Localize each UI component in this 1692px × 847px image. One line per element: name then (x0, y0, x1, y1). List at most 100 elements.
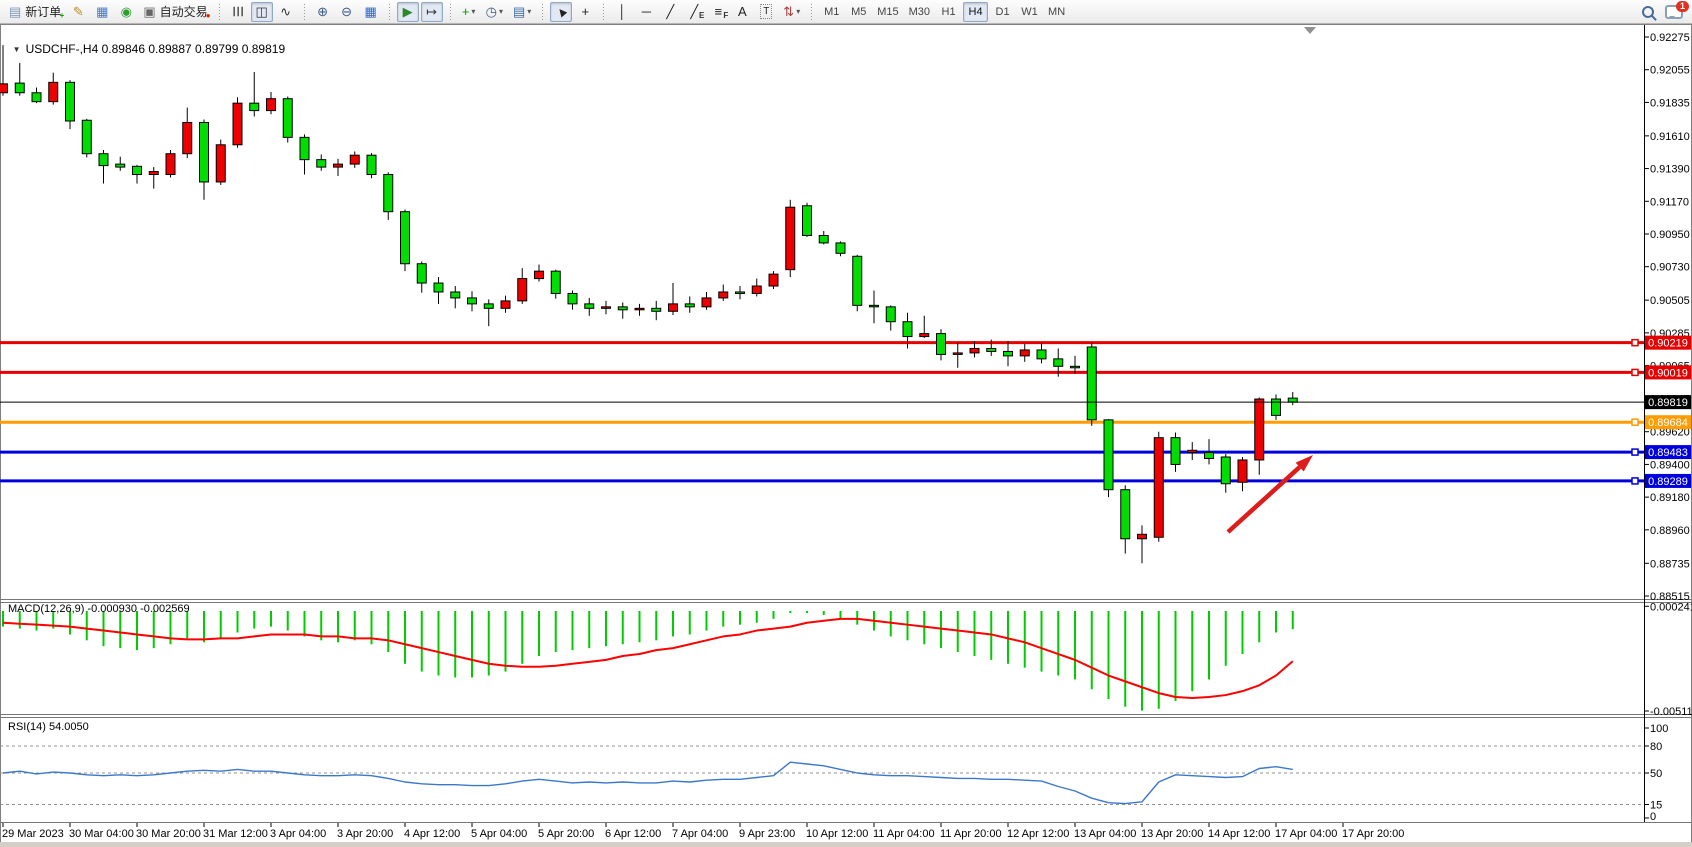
notifications-button[interactable]: 1 (1661, 0, 1689, 22)
tile-windows-icon[interactable]: ▦ (360, 2, 382, 22)
text-label-icon[interactable]: T (755, 2, 777, 22)
candle (1187, 449, 1198, 454)
periods-button[interactable]: ◷ ▾ (482, 2, 507, 22)
candle (718, 291, 729, 299)
price-tick-label: 0.89180 (1650, 492, 1690, 504)
trendline-icon[interactable]: ╱ (659, 2, 681, 22)
candle (333, 163, 343, 168)
timeframe-mn[interactable]: MN (1044, 2, 1069, 22)
candle (852, 255, 863, 306)
price-tick-label: 0.88515 (1650, 591, 1690, 603)
vertical-line-icon: │ (618, 4, 627, 19)
rsi-tick-label: 80 (1650, 741, 1662, 753)
signal-icon[interactable]: ◉ (115, 2, 137, 22)
price-tick-label: 0.88960 (1650, 525, 1690, 537)
time-tick-label: 5 Apr 04:00 (471, 828, 527, 840)
quill-icon[interactable]: ✎ (67, 2, 89, 22)
equidistant-channel-icon: ╱ (690, 4, 699, 19)
line-chart-icon: ∿ (280, 4, 292, 19)
timeframe-m1[interactable]: M1 (819, 2, 844, 22)
line-handle[interactable] (1631, 477, 1639, 485)
cursor-icon[interactable]: ▲ (550, 1, 573, 22)
chevron-down-icon: ▾ (527, 7, 532, 16)
line-handle[interactable] (1631, 368, 1639, 377)
candle (249, 102, 260, 112)
zoom-in-icon[interactable]: ⊕ (312, 2, 334, 22)
time-tick-label: 4 Apr 12:00 (404, 828, 460, 840)
indicators-button[interactable]: + ▾ (458, 2, 480, 22)
candle (936, 333, 946, 355)
candle (199, 121, 209, 183)
candle (266, 98, 276, 112)
price-tick-label: 0.92055 (1650, 65, 1690, 77)
chart-title: ▼ USDCHF-,H4 0.89846 0.89887 0.89799 0.89… (6, 28, 285, 56)
timeframe-h1[interactable]: H1 (936, 2, 961, 22)
svg-text:0.90219: 0.90219 (1648, 338, 1688, 350)
price-line-label: 0.89483 (1645, 445, 1691, 460)
timeframe-m15[interactable]: M15 (873, 2, 902, 22)
candle (835, 242, 846, 254)
timeframe-m30-label: M30 (908, 5, 931, 18)
price-tick-label: 0.91835 (1650, 97, 1690, 109)
timeframe-d1-label: D1 (995, 5, 1010, 18)
templates-button[interactable]: ▤ ▾ (509, 2, 535, 22)
fibonacci-icon[interactable]: ≡ F (707, 2, 729, 22)
candle (132, 165, 142, 176)
candle (818, 234, 829, 244)
timeframe-d1[interactable]: D1 (990, 2, 1015, 22)
macd-tick-label: 0.000241 (1650, 601, 1692, 613)
line-handle[interactable] (1631, 338, 1639, 347)
time-tick-label: 17 Apr 20:00 (1342, 828, 1404, 840)
toolbar-separator (386, 3, 392, 20)
horizontal-line-icon[interactable]: ─ (635, 2, 657, 22)
chart-shift-icon[interactable]: ↦ (420, 1, 443, 22)
fibonacci-icon: ≡ (714, 4, 723, 19)
arrows-button[interactable]: ⇅ ▾ (779, 2, 804, 22)
rsi-tick-label: 100 (1650, 723, 1668, 735)
candle (299, 136, 310, 161)
line-handle[interactable] (1631, 418, 1639, 426)
time-tick-label: 13 Apr 20:00 (1141, 828, 1203, 840)
time-tick-label: 17 Apr 04:00 (1275, 828, 1337, 840)
chart-shift-marker[interactable] (1304, 27, 1316, 34)
timeframe-h4-label: H4 (968, 5, 983, 18)
svg-text:0.89684: 0.89684 (1648, 417, 1688, 429)
candle (1070, 365, 1080, 369)
line-chart-icon[interactable]: ∿ (275, 2, 297, 22)
candle (416, 263, 427, 284)
timeframe-m5[interactable]: M5 (846, 2, 871, 22)
vertical-line-icon[interactable]: │ (611, 2, 633, 22)
candlestick-series (0, 45, 1298, 564)
autotrading-button[interactable]: ▣ ● 自动交易 (139, 2, 211, 22)
candle (1287, 397, 1298, 403)
new-chart-button[interactable]: ▦ (91, 2, 113, 22)
timeframe-h4[interactable]: H4 (963, 1, 989, 22)
equidistant-channel-icon[interactable]: ╱ E (683, 2, 705, 22)
price-line-label: 0.89289 (1645, 473, 1691, 488)
notification-badge: 1 (1676, 0, 1689, 12)
search-button[interactable] (1637, 2, 1659, 22)
candle (215, 144, 226, 183)
time-tick-label: 11 Apr 20:00 (940, 828, 1002, 840)
trend-arrow-annotation[interactable] (1226, 455, 1313, 534)
collapse-ohlc-icon[interactable]: ▼ (12, 45, 21, 54)
candle (885, 306, 896, 323)
line-handle[interactable] (1631, 448, 1639, 456)
price-tick-label: 0.91610 (1650, 131, 1690, 143)
zoom-out-icon[interactable]: ⊖ (336, 2, 358, 22)
candle (316, 159, 327, 168)
crosshair-icon[interactable]: + (574, 2, 596, 22)
horizontal-line-icon: ─ (641, 4, 651, 19)
candle (617, 306, 628, 311)
templates-icon: ▤ (512, 4, 526, 19)
candlestick-chart-icon[interactable]: ◫ (250, 1, 273, 22)
timeframe-w1[interactable]: W1 (1017, 2, 1042, 22)
candle (1204, 452, 1214, 459)
signal-icon: ◉ (120, 4, 132, 19)
timeframe-m30[interactable]: M30 (905, 2, 934, 22)
text-icon[interactable]: A (731, 2, 753, 22)
candle (48, 81, 59, 103)
new-order-button[interactable]: ▤ + 新订单 (5, 2, 65, 22)
auto-scroll-icon[interactable]: ▶ (396, 1, 419, 22)
candle (919, 333, 930, 338)
